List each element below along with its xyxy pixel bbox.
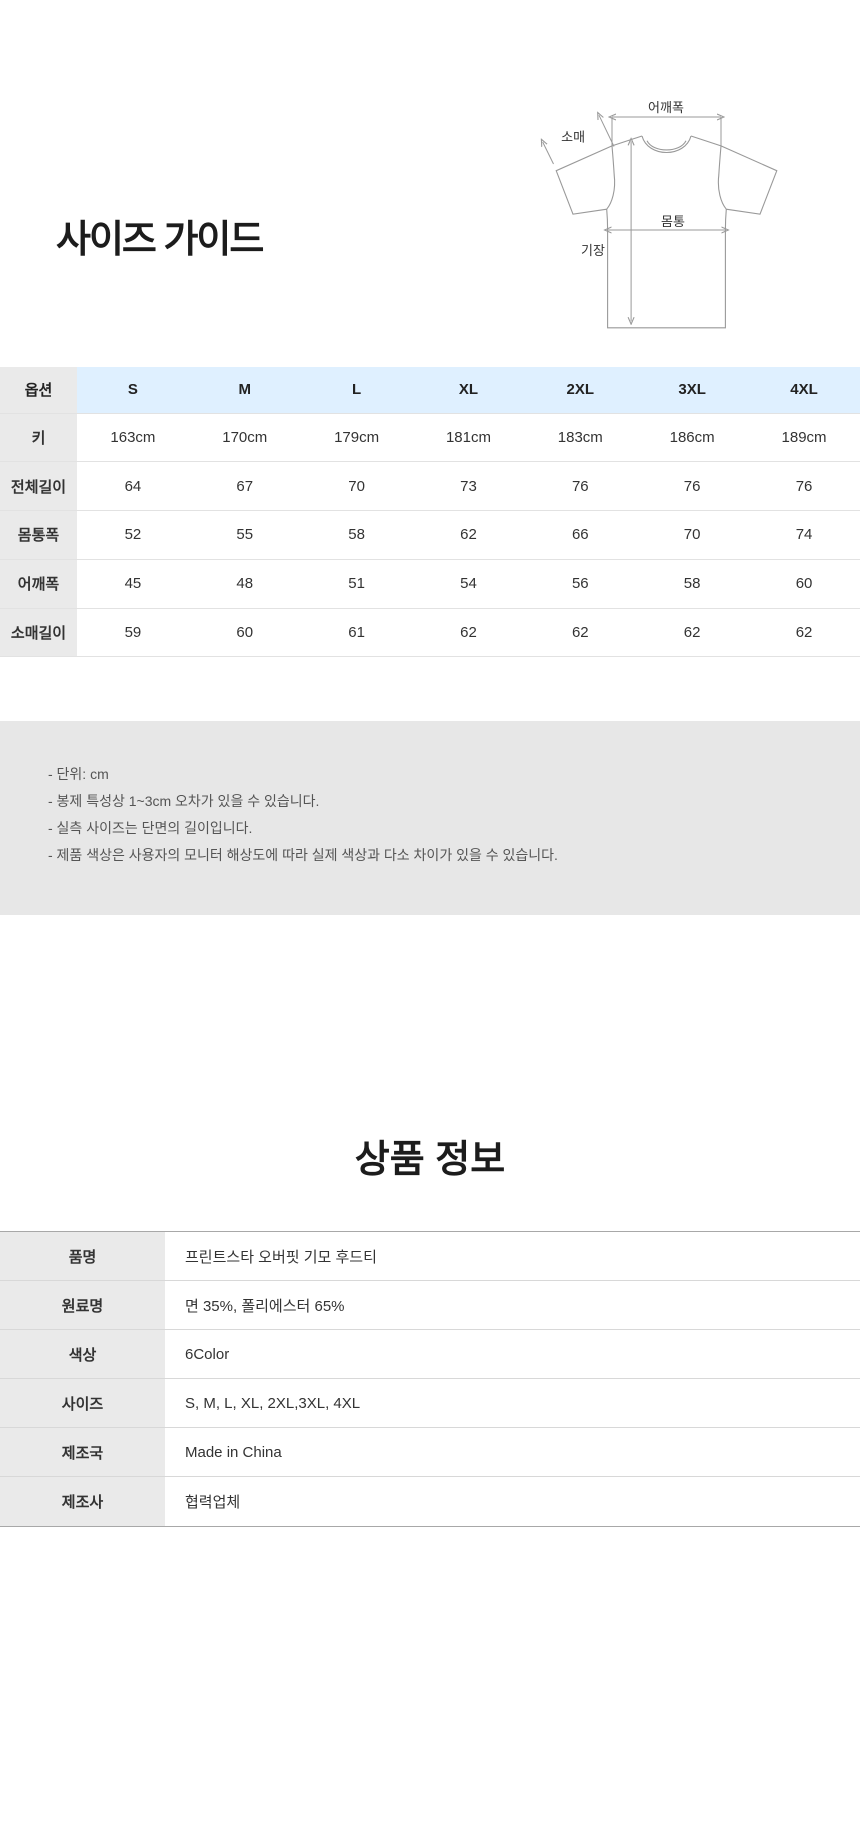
svg-text:기장: 기장 (581, 243, 605, 258)
svg-text:어깨폭: 어깨폭 (648, 100, 684, 115)
svg-text:소매: 소매 (561, 130, 585, 145)
svg-text:몸통: 몸통 (661, 214, 685, 229)
